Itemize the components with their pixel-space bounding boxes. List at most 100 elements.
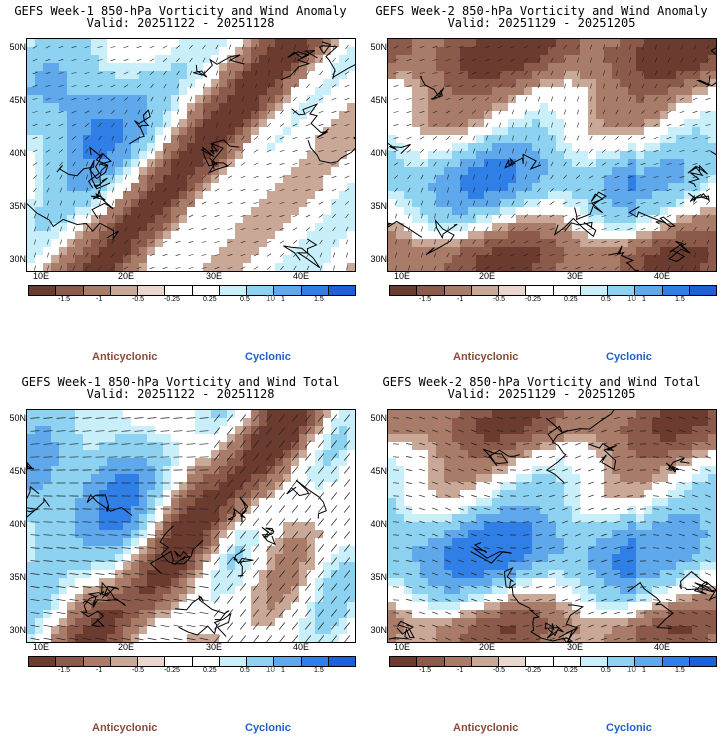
vorticity-cell [155,634,164,642]
vorticity-cell [179,103,188,112]
vorticity-cell [171,594,180,603]
wind-vector [199,430,209,432]
wind-vector [472,213,476,219]
vorticity-cell [267,498,276,507]
wind-vector [445,97,451,101]
wind-vector [56,611,66,615]
vorticity-cell [644,167,653,176]
vorticity-cell [532,143,541,152]
vorticity-cell [644,151,653,160]
vorticity-cell [219,626,228,635]
vorticity-cell [684,263,693,271]
vorticity-cell [163,191,172,200]
vorticity-cell [315,626,324,635]
vorticity-cell [299,63,308,72]
vorticity-cell [59,135,68,144]
wind-vector [123,71,129,75]
wind-vector [279,189,285,191]
wind-vector [536,200,542,206]
vorticity-cell [275,79,284,88]
wind-vector [537,174,541,180]
vorticity-cell [612,39,621,48]
vorticity-cell [604,159,613,168]
vorticity-cell [163,151,172,160]
vorticity-cell [115,442,124,451]
vorticity-cell [323,634,332,642]
vorticity-cell [259,506,268,515]
vorticity-cell [107,263,116,271]
vorticity-cell [123,474,132,483]
wind-vector [306,239,310,245]
vorticity-cell [107,546,116,555]
vorticity-cell [508,247,517,256]
wind-vector [69,573,79,575]
vorticity-cell [588,71,597,80]
vorticity-cell [331,482,340,491]
vorticity-cell [131,95,140,104]
vorticity-cell [211,79,220,88]
vorticity-cell [652,39,661,48]
vorticity-cell [267,95,276,104]
vorticity-cell [588,247,597,256]
vorticity-cell [203,482,212,491]
vorticity-cell [460,207,469,216]
vorticity-cell [323,594,332,603]
wind-vector [253,149,259,153]
wind-vector [407,174,411,180]
vorticity-cell [412,183,421,192]
vorticity-cell [700,71,709,80]
lat-label: 40N [370,148,387,158]
vorticity-cell [436,95,445,104]
vorticity-cell [307,103,316,112]
vorticity-cell [243,554,252,563]
wind-vector [60,226,62,232]
lon-label: 40E [293,271,310,281]
wind-vector [589,122,593,128]
vorticity-cell [412,143,421,152]
wind-vector [202,44,206,50]
vorticity-cell [620,151,629,160]
vorticity-cell [195,47,204,56]
vorticity-cell [211,538,220,547]
wind-vector [69,611,79,615]
vorticity-cell [75,111,84,120]
vorticity-cell [219,458,228,467]
vorticity-cell [588,239,597,248]
vorticity-cell [123,434,132,443]
vorticity-cell [452,223,461,232]
vorticity-cell [59,418,68,427]
vorticity-cell [211,255,220,264]
wind-vector [458,265,464,271]
vorticity-cell [75,530,84,539]
vorticity-cell [219,87,228,96]
vorticity-cell [43,594,52,603]
wind-vector [434,200,436,206]
wind-vector [43,534,53,536]
vorticity-cell [564,263,573,271]
vorticity-cell [532,111,541,120]
vorticity-cell [123,79,132,88]
vorticity-cell [307,167,316,176]
wind-vector [228,122,232,128]
vorticity-cell [315,111,324,120]
wind-vector [563,135,567,141]
vorticity-cell [676,263,685,271]
vorticity-cell [492,71,501,80]
vorticity-cell [283,95,292,104]
vorticity-cell [452,71,461,80]
vorticity-cell [299,466,308,475]
vorticity-cell [476,255,485,264]
wind-vector [124,213,128,219]
vorticity-cell [644,103,653,112]
wind-vector [653,176,659,178]
vorticity-cell [676,159,685,168]
vorticity-cell [123,498,132,507]
vorticity-cell [107,199,116,208]
vorticity-cell [27,482,36,491]
wind-vector [616,44,618,50]
vorticity-cell [139,434,148,443]
wind-vector [473,187,475,193]
vorticity-cell [339,79,348,88]
vorticity-cell [572,207,581,216]
wind-vector [252,466,260,474]
